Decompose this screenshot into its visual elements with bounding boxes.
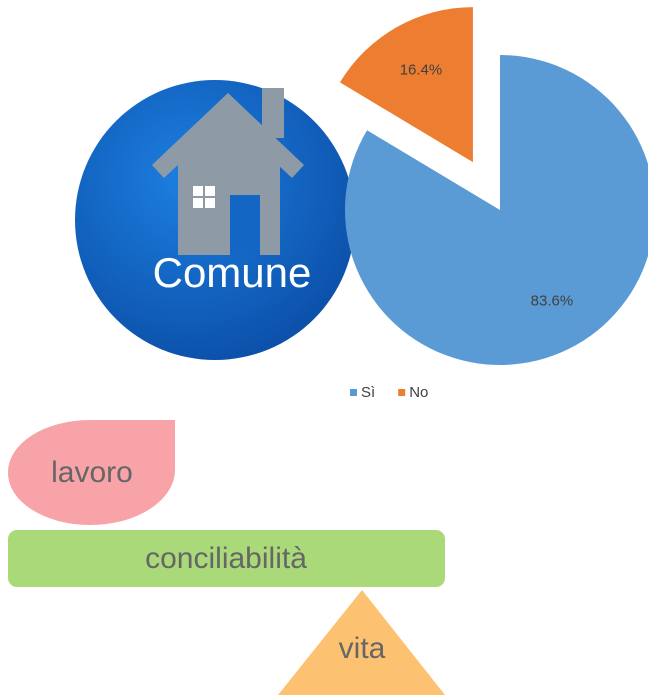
slice-label: 83.6% bbox=[531, 293, 574, 310]
pie: 83.6% 16.4% Sì No bbox=[339, 7, 648, 401]
legend-swatch bbox=[350, 389, 357, 396]
pie-slice bbox=[339, 7, 473, 163]
balance-bar bbox=[8, 530, 445, 587]
bar-label: conciliabilità bbox=[145, 542, 307, 575]
legend-swatch bbox=[398, 389, 406, 396]
legend-label: No bbox=[409, 384, 428, 401]
bottom-label: vita bbox=[339, 632, 386, 665]
slice-label: 16.4% bbox=[400, 61, 443, 78]
door bbox=[230, 195, 260, 255]
window bbox=[193, 186, 215, 208]
pie-slice bbox=[345, 55, 648, 365]
legend-label: Sì bbox=[361, 384, 375, 401]
top-label: lavoro bbox=[51, 456, 133, 489]
triangle bbox=[278, 590, 445, 695]
teardrop bbox=[7, 420, 176, 525]
icon-label: Comune bbox=[153, 249, 312, 296]
